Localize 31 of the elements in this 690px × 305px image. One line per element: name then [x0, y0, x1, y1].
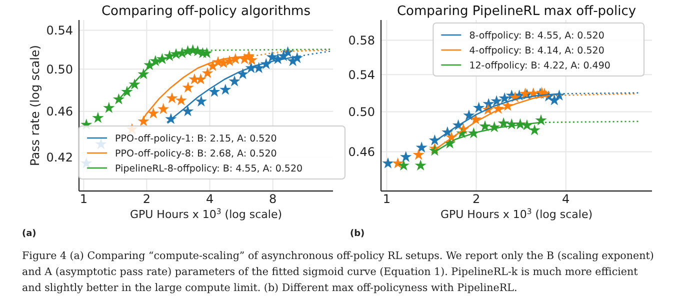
x-tick-label: 1	[382, 192, 390, 206]
legend-label: PPO-off-policy-8: B: 2.68, A: 0.520	[115, 148, 277, 160]
y-tick-label: 0.50	[46, 62, 73, 76]
x-axis-title: GPU Hours x 10$^{3}$ (log scale)	[440, 206, 593, 221]
legend-label: PipelineRL-8-offpolicy: B: 4.55, A: 0.520	[115, 163, 303, 174]
x-tick-label: 8	[269, 192, 277, 206]
chart-title: Comparing PipelineRL max off-policy	[396, 4, 636, 19]
x-tick-label: 1	[80, 192, 88, 206]
x-tick-label: 4	[562, 192, 570, 206]
y-tick-label: 0.46	[348, 145, 375, 159]
y-tick-label: 0.50	[348, 104, 375, 119]
chart-title: Comparing off-policy algorithms	[101, 4, 311, 19]
y-axis-title: Pass rate (log scale)	[28, 45, 42, 166]
x-tick-label: 4	[206, 192, 214, 206]
caption: Figure 4 (a) Comparing “compute-scaling” of asynchronous off-policy RL setups. We report only the B (scaling exponent)	[22, 250, 654, 262]
legend-label: 8-offpolicy: B: 4.55, A: 0.520	[469, 30, 604, 42]
text: and A (asymptotic pass rate) parameters of the fitted sigmoid curve (Equation 1). PipelineRL-k is much more efficient	[22, 266, 639, 278]
y-tick-label: 0.54	[46, 23, 73, 38]
x-axis-title: GPU Hours x 10$^{3}$ (log scale)	[130, 206, 282, 221]
x-tick-label: 2	[142, 192, 151, 206]
text: and slightly better in the large compute limit. (b) Different max off-policyness with PipelineRL.	[22, 282, 518, 294]
y-tick-label: 0.58	[348, 34, 375, 48]
legend-label: 12-offpolicy: B: 4.22, A: 0.490	[469, 60, 610, 72]
y-tick-label: 0.42	[46, 150, 73, 165]
text: (b)	[350, 229, 365, 239]
legend-label: 4-offpolicy: B: 4.14, A: 0.520	[469, 45, 604, 56]
text: (a)	[22, 229, 36, 239]
y-tick-label: 0.54	[348, 68, 375, 82]
y-tick-label: 0.46	[46, 104, 73, 119]
x-tick-label: 2	[472, 192, 480, 206]
legend-label: PPO-off-policy-1: B: 2.15, A: 0.520	[115, 133, 277, 144]
